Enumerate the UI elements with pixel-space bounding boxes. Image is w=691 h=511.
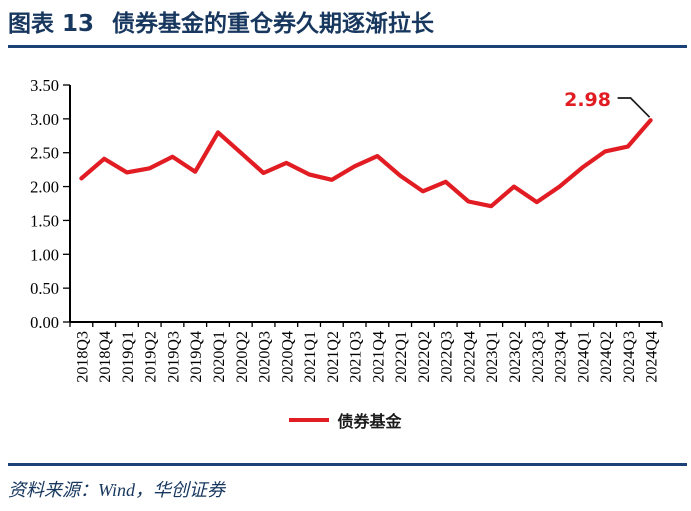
title-divider <box>8 45 687 48</box>
x-axis-tick-label: 2022Q2 <box>416 331 433 383</box>
x-axis-tick-label: 2021Q4 <box>370 331 387 383</box>
y-axis-tick-label: 3.00 <box>30 110 59 129</box>
y-axis-tick-label: 1.00 <box>30 245 59 264</box>
legend: 债券基金 <box>0 409 691 431</box>
x-axis-tick-label: 2022Q3 <box>439 331 456 383</box>
x-axis-tick-label: 2018Q4 <box>97 331 114 383</box>
data-label-annotation: 2.98 <box>564 89 611 111</box>
figure-title: 图表 13 债券基金的重仓券久期逐渐拉长 <box>8 4 683 38</box>
x-axis-tick-label: 2020Q3 <box>257 331 274 383</box>
y-axis-tick-label: 2.00 <box>30 178 59 197</box>
x-axis-tick-label: 2022Q4 <box>461 331 478 383</box>
x-axis-tick-label: 2024Q4 <box>644 331 661 383</box>
figure-number: 图表 13 <box>8 11 95 37</box>
x-axis-tick-label: 2021Q1 <box>302 331 319 383</box>
x-axis-tick-label: 2020Q1 <box>211 331 228 383</box>
x-axis-tick-label: 2023Q3 <box>530 331 547 383</box>
y-axis-tick-label: 0.00 <box>30 313 59 332</box>
x-axis-tick-label: 2019Q2 <box>143 331 160 383</box>
x-axis-tick-label: 2019Q4 <box>188 331 205 383</box>
x-axis-tick-label: 2024Q3 <box>621 331 638 383</box>
x-axis-tick-label: 2020Q4 <box>279 331 296 383</box>
y-axis-tick-label: 1.50 <box>30 211 59 230</box>
x-axis-tick-label: 2019Q1 <box>120 331 137 383</box>
bond-fund-duration-line <box>79 118 653 209</box>
y-axis-tick-label: 3.50 <box>30 76 59 95</box>
x-axis-tick-label: 2024Q2 <box>598 331 615 383</box>
x-axis-tick-label: 2020Q2 <box>234 331 251 383</box>
legend-label: 债券基金 <box>337 412 402 431</box>
legend-line-swatch <box>289 418 330 422</box>
x-axis-tick-label: 2021Q2 <box>325 331 342 383</box>
y-axis-tick-label: 0.50 <box>30 279 59 298</box>
annotation-callout-line <box>617 97 651 118</box>
x-axis-tick-label: 2021Q3 <box>348 331 365 383</box>
x-axis-tick-label: 2022Q1 <box>393 331 410 383</box>
x-axis-tick-label: 2023Q4 <box>553 331 570 383</box>
footer-divider <box>8 463 687 466</box>
x-axis-tick-label: 2023Q2 <box>507 331 524 383</box>
x-axis-tick-label: 2018Q3 <box>74 331 91 383</box>
source-note: 资料来源：Wind，华创证券 <box>8 480 226 500</box>
x-axis-tick-label: 2019Q3 <box>165 331 182 383</box>
x-axis-tick-label: 2024Q1 <box>575 331 592 383</box>
y-axis-tick-label: 2.50 <box>30 144 59 163</box>
x-axis-tick-label: 2023Q1 <box>484 331 501 383</box>
figure-title-text: 债券基金的重仓券久期逐渐拉长 <box>112 11 435 37</box>
duration-line-chart: 0.00 0.50 1.00 1.50 2.00 2.50 3.00 3.50 2018Q3 20… <box>30 76 663 383</box>
